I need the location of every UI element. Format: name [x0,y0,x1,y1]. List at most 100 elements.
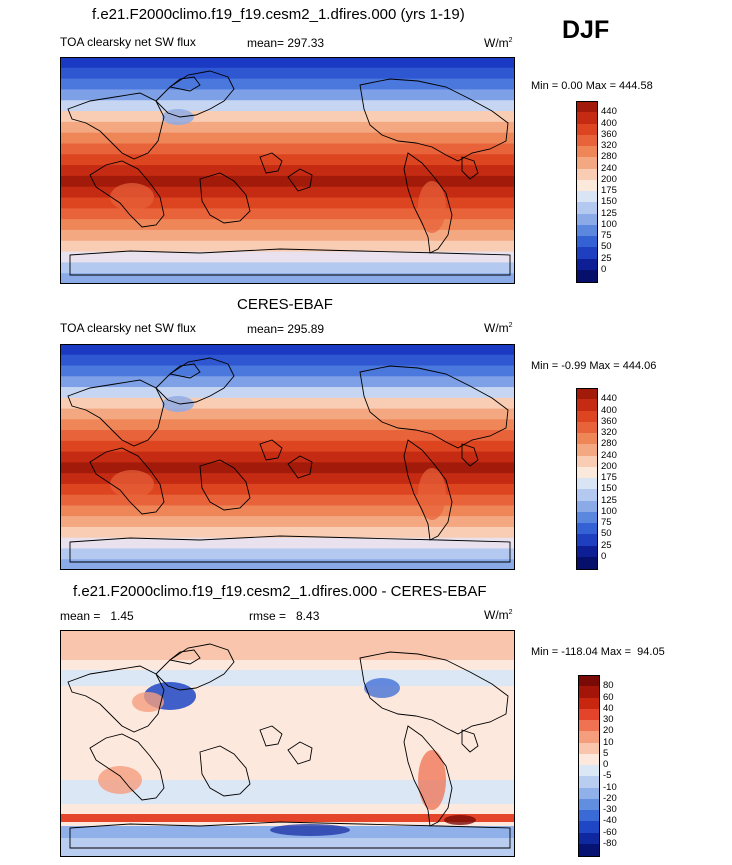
panel1-units: W/m2 [484,36,513,50]
colorbar-swatch [576,258,598,271]
panel2-mean-label: mean= 295.89 [247,322,325,336]
colorbar-tick-label: 0 [603,759,609,770]
colorbar-tick-label: 440 [601,393,617,405]
panel3-title: f.e21.F2000climo.f19_f19.cesm2_1.dfires.… [73,583,487,600]
panel2-title: CERES-EBAF [237,296,333,313]
colorbar-swatch [576,101,598,114]
colorbar-swatch [576,236,598,248]
colorbar-tick-label: -80 [603,837,617,849]
colorbar-tick-label: 10 [603,736,614,748]
colorbar-swatch [576,511,598,524]
colorbar-tick-label: 400 [601,117,617,129]
colorbar-swatch [576,146,598,158]
colorbar-tick-label: 280 [601,438,617,450]
panel3-minmax: Min = -118.04 Max = 94.05 [531,646,665,658]
colorbar-swatch [576,399,598,411]
colorbar-swatch [578,843,600,857]
colorbar-tick-label: 25 [601,252,612,264]
colorbar-tick-label: 125 [601,494,617,506]
colorbar-tick-label: 360 [601,415,617,427]
panel1-title: f.e21.F2000climo.f19_f19.cesm2_1.dfires.… [92,6,465,23]
colorbar-tick-label: 25 [601,539,612,551]
colorbar-swatch [578,731,600,743]
colorbar-swatch [578,776,600,788]
colorbar-tick-label: 75 [601,230,612,241]
colorbar-swatch [576,269,598,283]
panel2-variable-label: TOA clearsky net SW flux [60,321,196,335]
panel1-variable-label: TOA clearsky net SW flux [60,35,196,49]
colorbar-tick-label: 320 [601,427,617,438]
colorbar-tick-label: 175 [601,472,617,483]
panel3-difference-map [60,630,515,857]
colorbar-swatch [576,410,598,423]
colorbar-tick-label: 30 [603,714,614,725]
colorbar-tick-label: -60 [603,826,617,838]
colorbar-swatch [576,191,598,203]
colorbar-swatch [576,421,598,434]
colorbar-swatch [576,388,598,401]
colorbar-swatch [576,168,598,181]
panel3-units: W/m2 [484,608,513,622]
colorbar-swatch [578,742,600,755]
colorbar-swatch [576,444,598,456]
colorbar-tick-label: 360 [601,128,617,140]
panel3-rmse-label: rmse = 8.43 [249,609,320,623]
colorbar-swatch [576,500,598,513]
colorbar-tick-label: 280 [601,151,617,163]
season-label: DJF [562,16,610,44]
panel3-colorbar: 80 60 40 30 20 10 5 0 -5 -10 -20 -30 -40 -60 -80 [578,675,617,857]
colorbar-swatch [578,765,600,777]
colorbar-tick-label: 80 [603,680,614,692]
colorbar-tick-label: -5 [603,770,612,782]
colorbar-tick-label: 240 [601,162,617,174]
colorbar-tick-label: 50 [601,241,612,253]
panel3-mean-label: mean = 1.45 [60,609,134,623]
panel1-colorbar: 440 400 360 320 280 240 200 175 150 125 100 75 50 25 0 [576,101,617,283]
colorbar-swatch [576,545,598,558]
colorbar-tick-label: 100 [601,505,617,517]
colorbar-swatch [576,478,598,490]
colorbar-swatch [578,798,600,811]
colorbar-swatch [576,202,598,214]
colorbar-swatch [578,787,600,800]
colorbar-swatch [576,466,598,479]
panel2-observation-map [60,344,515,570]
colorbar-swatch [578,720,600,732]
colorbar-swatch [576,112,598,124]
colorbar-swatch [578,810,600,822]
colorbar-swatch [578,686,600,698]
colorbar-swatch [578,832,600,845]
colorbar-tick-label: 125 [601,207,617,219]
colorbar-swatch [576,433,598,445]
colorbar-swatch [576,134,598,147]
colorbar-tick-label: 0 [601,550,607,562]
colorbar-tick-label: 60 [603,691,614,703]
colorbar-swatch [576,556,598,570]
colorbar-tick-label: 40 [603,702,614,714]
colorbar-swatch [576,247,598,259]
colorbar-swatch [578,675,600,688]
colorbar-tick-label: 20 [603,725,614,737]
colorbar-tick-label: 320 [601,140,617,151]
colorbar-tick-label: 440 [601,106,617,118]
colorbar-swatch [578,697,600,710]
colorbar-swatch [578,753,600,766]
colorbar-tick-label: 100 [601,218,617,230]
colorbar-swatch [576,179,598,192]
colorbar-swatch [578,821,600,833]
colorbar-tick-label: 0 [601,263,607,275]
colorbar-tick-label: 200 [601,460,617,472]
colorbar-swatch [576,224,598,237]
colorbar-tick-label: 75 [601,517,612,528]
colorbar-swatch [578,708,600,721]
colorbar-tick-label: 175 [601,185,617,196]
colorbar-swatch [576,534,598,546]
colorbar-swatch [576,157,598,169]
colorbar-tick-label: 150 [601,483,617,495]
colorbar-swatch [576,489,598,501]
colorbar-swatch [576,455,598,468]
panel2-units: W/m2 [484,321,513,335]
panel1-model-map [60,57,515,284]
colorbar-tick-label: 400 [601,404,617,416]
colorbar-tick-label: -40 [603,815,617,827]
